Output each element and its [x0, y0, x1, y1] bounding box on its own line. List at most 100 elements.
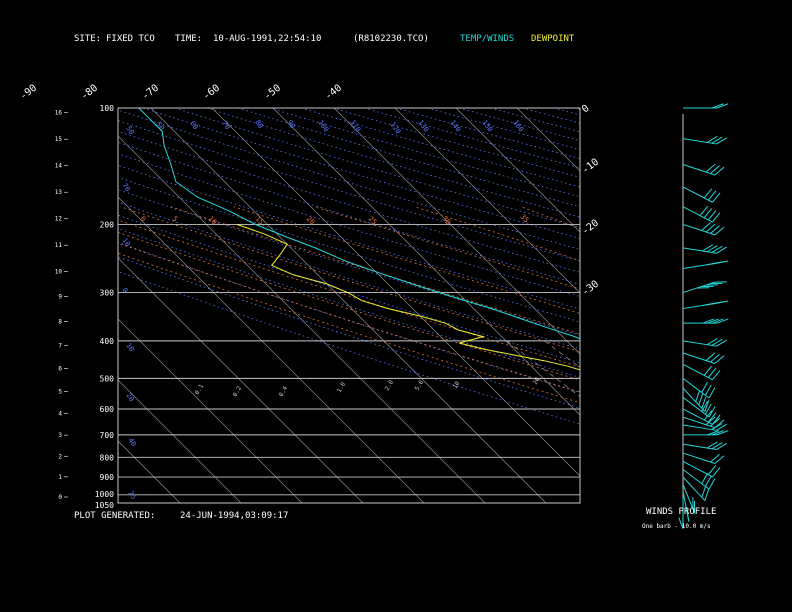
wind-barb-flag — [710, 225, 720, 234]
mixing-ratio-line — [758, 341, 792, 502]
wind-barb-flag — [711, 338, 723, 346]
wind-barb — [683, 318, 729, 324]
wind-barb — [682, 484, 696, 514]
wind-barb-staff — [682, 408, 713, 425]
wind-barb-staff — [682, 206, 713, 223]
wind-barb-flag — [703, 188, 713, 199]
wind-barb-flag — [712, 212, 721, 223]
wind-barb-staff — [682, 352, 716, 364]
dry-adiabat-label: 50 — [124, 125, 135, 137]
isotherm — [577, 108, 580, 111]
generated-value: 24-JUN-1994,03:09:17 — [180, 511, 288, 521]
wind-barb-flag — [701, 400, 709, 412]
moist-adiabat — [170, 206, 580, 335]
wind-barb-flag — [714, 166, 725, 176]
wind-barb-flag — [701, 472, 709, 484]
moist-adiabat-label: 20 — [305, 215, 317, 227]
wind-barb-flag — [706, 135, 718, 143]
wind-barb-staff — [682, 247, 717, 254]
dry-adiabat-label: 0 — [120, 287, 129, 295]
wind-barb-flag — [711, 423, 723, 431]
height-tick-label: 14 — [55, 163, 63, 170]
wind-barb-flag — [707, 261, 719, 266]
wind-barb-flag — [678, 517, 684, 529]
mixing-ratio-label: 20 — [532, 376, 542, 386]
dry-adiabat-label: 80 — [253, 119, 264, 131]
dry-adiabat — [118, 271, 580, 425]
temperature-tick-label-top: -90 — [18, 83, 39, 103]
wind-barb-staff — [682, 186, 713, 203]
wind-barb-flag — [705, 163, 716, 173]
wind-barb — [682, 363, 721, 381]
wind-barb-flag — [708, 406, 716, 418]
wind-barb-staff — [682, 424, 717, 431]
dry-adiabat-label: 160 — [511, 119, 525, 134]
mixing-ratio-label: 1.0 — [336, 381, 348, 394]
wind-barb-flag — [712, 467, 721, 478]
wind-barb — [682, 352, 725, 364]
moist-adiabat — [414, 206, 580, 262]
wind-barb — [682, 423, 728, 431]
wind-barb-flag — [701, 381, 709, 393]
mixing-ratio-label: 2.0 — [384, 379, 396, 392]
wind-barb-staff — [682, 443, 717, 451]
dry-adiabat — [118, 153, 580, 297]
wind-barb-flag — [704, 400, 710, 412]
isotherm — [333, 108, 580, 355]
dry-adiabat — [118, 176, 580, 323]
wind-barb-staff — [682, 281, 716, 294]
wind-barb — [682, 206, 721, 223]
isobars — [118, 107, 580, 496]
dry-adiabat-label: 10 — [120, 237, 131, 249]
moist-adiabat-label: 15 — [254, 215, 266, 227]
wind-barb-flag — [706, 441, 718, 449]
wind-barb-flag — [716, 318, 729, 324]
wind-barb-flag — [708, 387, 716, 399]
wind-barb — [682, 244, 728, 254]
height-tick-label: 5 — [58, 388, 62, 395]
height-tick-label: 13 — [55, 189, 63, 196]
dry-adiabat-label: 70 — [120, 182, 131, 194]
wind-barb — [682, 377, 716, 399]
wind-barb-staff — [682, 363, 713, 381]
temperature-tick-label-right: -20 — [580, 218, 601, 238]
dry-adiabat — [332, 108, 580, 178]
pressure-tick-label: 1050 — [95, 501, 114, 510]
winds-title: WINDS PROFILE — [646, 507, 716, 517]
temperature-tick-label-top: -80 — [79, 83, 100, 103]
wind-barb-flag — [716, 339, 728, 347]
wind-barb-flag — [701, 485, 707, 498]
moist-adiabat — [118, 242, 580, 393]
pressure-tick-label: 600 — [100, 405, 115, 414]
dry-adiabat — [118, 130, 580, 273]
dry-adiabat — [118, 214, 580, 364]
wind-barb-flag — [714, 355, 725, 364]
height-tick-label: 2 — [58, 453, 62, 460]
wind-barb-flag — [706, 245, 718, 253]
wind-barb-flag — [716, 430, 729, 436]
wind-barb-flag — [711, 245, 723, 253]
wind-barb-flag — [702, 302, 715, 306]
wind-barb-flag — [701, 222, 711, 231]
wind-barb-flag — [701, 396, 707, 409]
pressure-tick-label: 300 — [100, 289, 115, 298]
wind-barb — [682, 491, 690, 522]
mixing-ratio-label: 5.0 — [414, 379, 426, 392]
height-tick-label: 11 — [55, 242, 63, 249]
moist-adiabat-label: 25 — [367, 215, 379, 227]
height-tick-label: 16 — [55, 110, 63, 117]
wind-barb-flag — [714, 226, 725, 236]
wind-barb-staff — [682, 476, 706, 501]
wind-barb-flag — [703, 208, 713, 219]
moist-adiabat-label: 35 — [519, 213, 531, 225]
dry-adiabat — [490, 108, 580, 133]
wind-barb-flag — [707, 190, 717, 201]
mixing-ratio-line — [506, 340, 580, 397]
wind-barb — [682, 397, 716, 418]
temperature-tick-label-top: -70 — [140, 83, 161, 103]
dry-adiabat — [118, 256, 580, 409]
wind-barb — [682, 186, 721, 203]
isotherm — [118, 379, 242, 503]
wind-barb-flag — [712, 192, 721, 203]
wind-barb-flag — [705, 352, 716, 361]
